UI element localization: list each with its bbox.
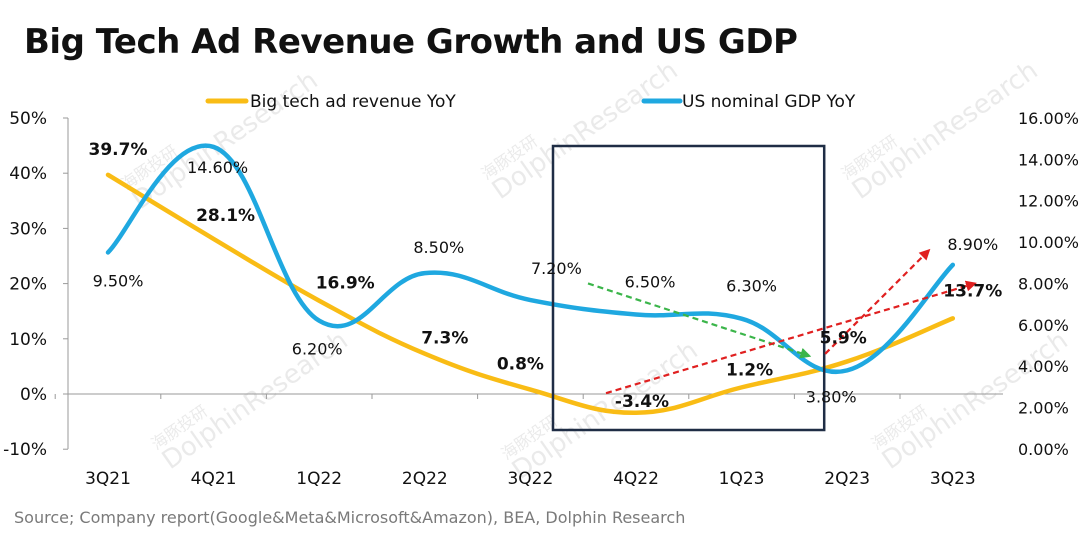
x-tick-label: 4Q22 xyxy=(613,469,659,489)
watermark-en-text: DolphinResearch xyxy=(487,55,684,205)
x-tick-label: 3Q21 xyxy=(85,469,131,489)
watermark-en-text: DolphinResearch xyxy=(847,55,1044,205)
chart-title: Big Tech Ad Revenue Growth and US GDP xyxy=(24,22,798,62)
right-tick-label: 12.00% xyxy=(1018,192,1079,211)
x-tick-label: 2Q22 xyxy=(402,469,448,489)
data-label-ad: 16.9% xyxy=(316,274,375,294)
source-note: Source; Company report(Google&Meta&Micro… xyxy=(14,508,686,527)
right-tick-label: 8.00% xyxy=(1018,274,1069,293)
left-tick-label: 20% xyxy=(9,275,47,295)
red-arrow-upper xyxy=(824,248,931,355)
data-label-ad: 39.7% xyxy=(89,140,148,160)
series-line-gdp xyxy=(105,143,956,375)
data-label-ad: 0.8% xyxy=(497,355,544,375)
data-label-gdp: 7.20% xyxy=(531,259,582,278)
right-tick-label: 6.00% xyxy=(1018,316,1069,335)
annotation-layer xyxy=(551,144,977,432)
right-tick-label: 10.00% xyxy=(1018,233,1079,252)
data-label-gdp: 14.60% xyxy=(187,158,248,177)
watermark-en-text: DolphinResearch xyxy=(127,65,324,215)
series-layer xyxy=(105,143,956,416)
axes: -10% 0% 10% 20% 30% 40% 50% 0.00% 2.00% 4.00% 6.00… xyxy=(3,109,1079,489)
data-label-ad: 28.1% xyxy=(196,206,255,226)
data-label-ad: 7.3% xyxy=(421,329,468,349)
legend-label-ad: Big tech ad revenue YoY xyxy=(250,92,456,112)
data-label-gdp: 9.50% xyxy=(93,271,144,290)
left-tick-label: 30% xyxy=(9,219,47,239)
left-tick-label: 50% xyxy=(9,109,47,129)
highlight-box xyxy=(551,144,826,432)
data-label-layer: 39.7% 28.1% 16.9% 7.3% 0.8% -3.4% 1.2% 5.9% 13.7… xyxy=(89,140,1003,412)
right-tick-label: 4.00% xyxy=(1018,357,1069,376)
data-label-gdp: 6.50% xyxy=(625,273,676,292)
data-label-ad: 1.2% xyxy=(726,360,773,380)
right-tick-label: 0.00% xyxy=(1018,440,1069,459)
data-label-ad: 5.9% xyxy=(820,328,867,348)
red-arrow-lower xyxy=(605,280,977,395)
left-tick-label: -10% xyxy=(3,440,47,460)
left-tick-label: 10% xyxy=(9,330,47,350)
data-label-gdp: 3.80% xyxy=(806,387,857,406)
series-line-ad xyxy=(105,172,956,416)
x-tick-label: 4Q21 xyxy=(191,469,237,489)
right-tick-label: 14.00% xyxy=(1018,150,1079,169)
x-tick-label: 3Q22 xyxy=(507,469,553,489)
data-label-gdp: 8.50% xyxy=(413,238,464,257)
right-tick-label: 16.00% xyxy=(1018,109,1079,128)
data-label-ad: 13.7% xyxy=(943,281,1002,301)
x-tick-label: 1Q23 xyxy=(719,469,765,489)
data-label-ad: -3.4% xyxy=(615,392,669,412)
data-label-gdp: 6.30% xyxy=(726,277,777,296)
x-tick-label: 2Q23 xyxy=(824,469,870,489)
data-label-gdp: 8.90% xyxy=(947,235,998,254)
right-tick-label: 2.00% xyxy=(1018,399,1069,418)
x-tick-label: 3Q23 xyxy=(930,469,976,489)
data-label-gdp: 6.20% xyxy=(292,340,343,359)
legend: Big tech ad revenue YoY US nominal GDP Yo… xyxy=(205,92,856,112)
x-tick-label: 1Q22 xyxy=(296,469,342,489)
left-tick-label: 40% xyxy=(9,164,47,184)
left-tick-label: 0% xyxy=(20,385,47,405)
legend-label-gdp: US nominal GDP YoY xyxy=(682,92,856,112)
